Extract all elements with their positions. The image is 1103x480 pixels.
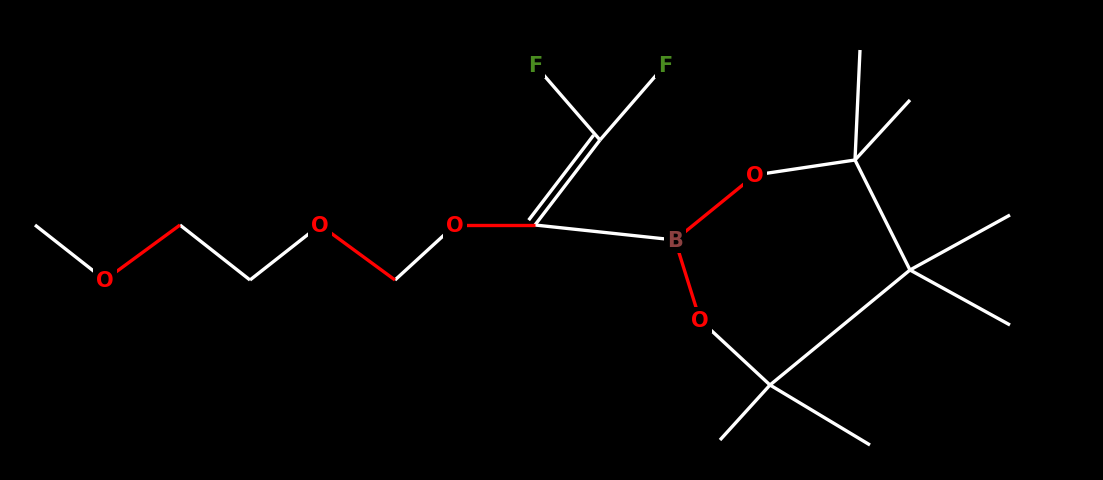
Text: O: O	[311, 216, 329, 236]
Text: F: F	[657, 56, 672, 76]
Text: O: O	[447, 216, 464, 236]
Text: O: O	[692, 311, 709, 330]
Text: F: F	[528, 56, 543, 76]
Text: O: O	[96, 270, 114, 290]
Text: B: B	[667, 230, 683, 251]
Text: O: O	[747, 166, 763, 186]
